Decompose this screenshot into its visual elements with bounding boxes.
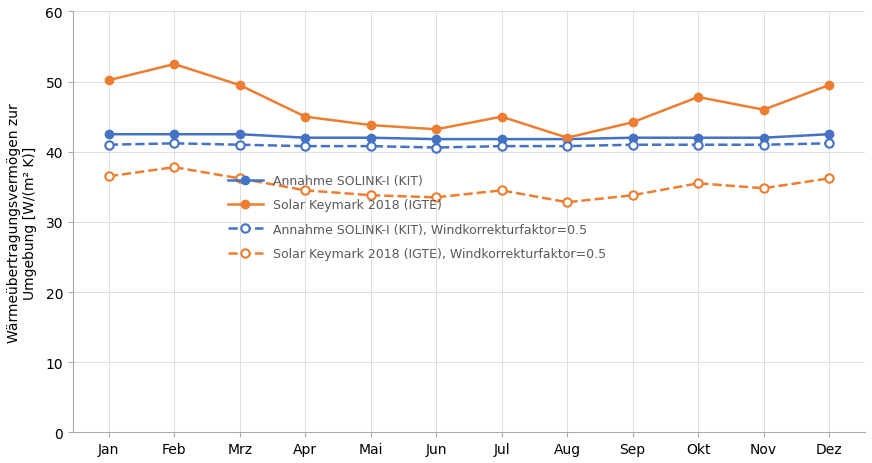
Solar Keymark 2018 (IGTE), Windkorrekturfaktor=0.5 xyxy=(235,176,245,182)
Annahme SOLINK-I (KIT), Windkorrekturfaktor=0.5 xyxy=(759,143,769,148)
Annahme SOLINK-I (KIT), Windkorrekturfaktor=0.5 xyxy=(562,144,572,150)
Line: Solar Keymark 2018 (IGTE), Windkorrekturfaktor=0.5: Solar Keymark 2018 (IGTE), Windkorrektur… xyxy=(105,163,834,207)
Annahme SOLINK-I (KIT) xyxy=(431,137,441,143)
Solar Keymark 2018 (IGTE), Windkorrekturfaktor=0.5 xyxy=(627,193,637,199)
Solar Keymark 2018 (IGTE) xyxy=(365,123,376,129)
Annahme SOLINK-I (KIT), Windkorrekturfaktor=0.5 xyxy=(627,143,637,148)
Annahme SOLINK-I (KIT), Windkorrekturfaktor=0.5 xyxy=(235,143,245,148)
Solar Keymark 2018 (IGTE) xyxy=(169,62,180,68)
Annahme SOLINK-I (KIT) xyxy=(824,132,835,138)
Annahme SOLINK-I (KIT) xyxy=(235,132,245,138)
Annahme SOLINK-I (KIT) xyxy=(169,132,180,138)
Annahme SOLINK-I (KIT), Windkorrekturfaktor=0.5 xyxy=(365,144,376,150)
Solar Keymark 2018 (IGTE), Windkorrekturfaktor=0.5 xyxy=(365,193,376,199)
Solar Keymark 2018 (IGTE) xyxy=(300,115,310,120)
Annahme SOLINK-I (KIT), Windkorrekturfaktor=0.5 xyxy=(431,145,441,151)
Annahme SOLINK-I (KIT) xyxy=(365,136,376,141)
Solar Keymark 2018 (IGTE), Windkorrekturfaktor=0.5 xyxy=(300,188,310,194)
Line: Solar Keymark 2018 (IGTE): Solar Keymark 2018 (IGTE) xyxy=(105,61,834,143)
Solar Keymark 2018 (IGTE) xyxy=(235,83,245,89)
Solar Keymark 2018 (IGTE), Windkorrekturfaktor=0.5 xyxy=(562,200,572,206)
Annahme SOLINK-I (KIT), Windkorrekturfaktor=0.5 xyxy=(104,143,114,148)
Y-axis label: Wärmeübertragungsvermögen zur
Umgebung [W/(m² K)]: Wärmeübertragungsvermögen zur Umgebung [… xyxy=(7,103,37,342)
Solar Keymark 2018 (IGTE), Windkorrekturfaktor=0.5 xyxy=(759,186,769,192)
Annahme SOLINK-I (KIT), Windkorrekturfaktor=0.5 xyxy=(693,143,704,148)
Annahme SOLINK-I (KIT) xyxy=(300,136,310,141)
Solar Keymark 2018 (IGTE), Windkorrekturfaktor=0.5 xyxy=(693,181,704,187)
Solar Keymark 2018 (IGTE) xyxy=(824,83,835,89)
Annahme SOLINK-I (KIT) xyxy=(627,136,637,141)
Line: Annahme SOLINK-I (KIT): Annahme SOLINK-I (KIT) xyxy=(105,131,834,144)
Solar Keymark 2018 (IGTE) xyxy=(562,136,572,141)
Solar Keymark 2018 (IGTE), Windkorrekturfaktor=0.5 xyxy=(104,174,114,180)
Solar Keymark 2018 (IGTE), Windkorrekturfaktor=0.5 xyxy=(169,165,180,170)
Annahme SOLINK-I (KIT) xyxy=(693,136,704,141)
Solar Keymark 2018 (IGTE), Windkorrekturfaktor=0.5 xyxy=(496,188,507,194)
Solar Keymark 2018 (IGTE) xyxy=(104,78,114,84)
Solar Keymark 2018 (IGTE) xyxy=(693,95,704,100)
Annahme SOLINK-I (KIT), Windkorrekturfaktor=0.5 xyxy=(496,144,507,150)
Solar Keymark 2018 (IGTE) xyxy=(431,127,441,133)
Legend: Annahme SOLINK-I (KIT), Solar Keymark 2018 (IGTE), Annahme SOLINK-I (KIT), Windk: Annahme SOLINK-I (KIT), Solar Keymark 20… xyxy=(221,169,612,267)
Solar Keymark 2018 (IGTE), Windkorrekturfaktor=0.5 xyxy=(824,176,835,182)
Solar Keymark 2018 (IGTE), Windkorrekturfaktor=0.5 xyxy=(431,195,441,200)
Annahme SOLINK-I (KIT) xyxy=(562,137,572,143)
Solar Keymark 2018 (IGTE) xyxy=(759,107,769,113)
Annahme SOLINK-I (KIT), Windkorrekturfaktor=0.5 xyxy=(824,141,835,147)
Line: Annahme SOLINK-I (KIT), Windkorrekturfaktor=0.5: Annahme SOLINK-I (KIT), Windkorrekturfak… xyxy=(105,140,834,152)
Solar Keymark 2018 (IGTE) xyxy=(627,120,637,126)
Annahme SOLINK-I (KIT) xyxy=(496,137,507,143)
Annahme SOLINK-I (KIT), Windkorrekturfaktor=0.5 xyxy=(300,144,310,150)
Annahme SOLINK-I (KIT) xyxy=(104,132,114,138)
Solar Keymark 2018 (IGTE) xyxy=(496,115,507,120)
Annahme SOLINK-I (KIT) xyxy=(759,136,769,141)
Annahme SOLINK-I (KIT), Windkorrekturfaktor=0.5 xyxy=(169,141,180,147)
